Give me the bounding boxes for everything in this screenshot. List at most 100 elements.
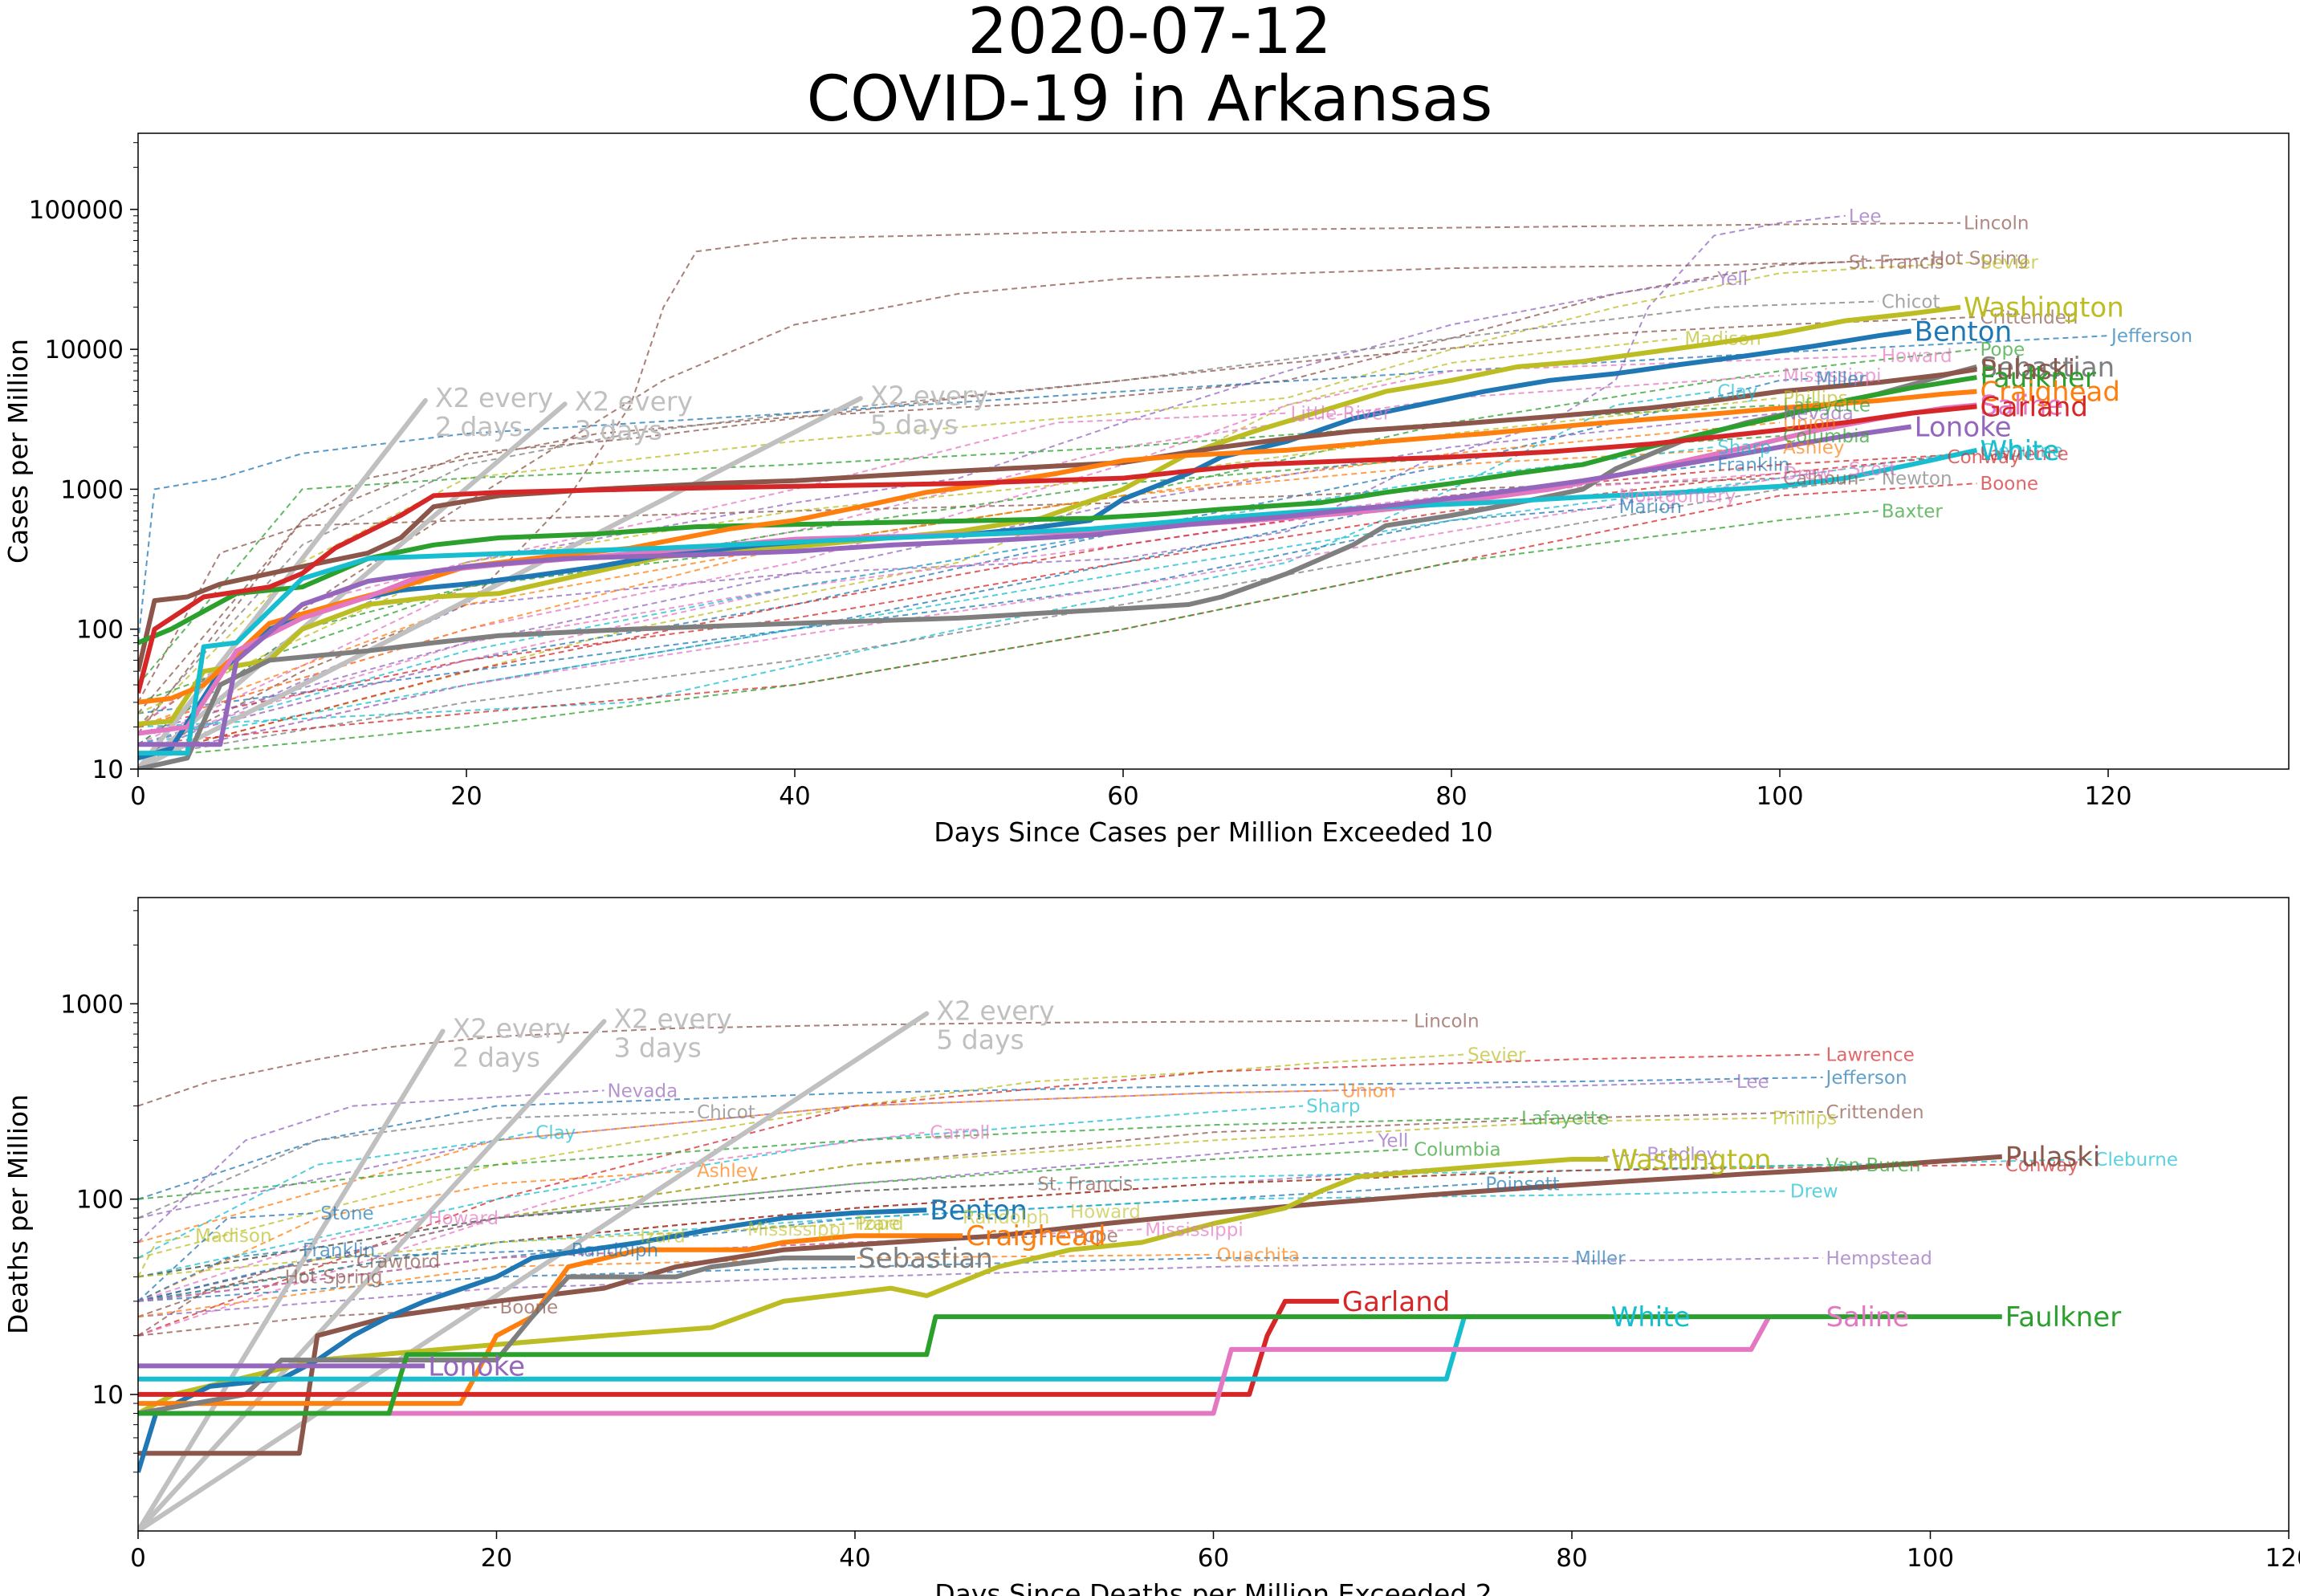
cases-label-sevier: Sevier xyxy=(1980,252,2038,273)
cases-label-boone: Boone xyxy=(1980,474,2038,495)
cases-label-hot-spring: Hot Spring xyxy=(1931,248,2029,269)
deaths-series-izard xyxy=(138,1223,856,1278)
deaths-series-drew xyxy=(138,1190,1787,1302)
deaths-doubling-line-3d xyxy=(138,1019,607,1531)
deaths-label-crittenden: Crittenden xyxy=(1826,1102,1924,1123)
cases-label-phillips: Phillips xyxy=(1783,389,1848,409)
deaths-label-pope: Pope xyxy=(1073,1226,1118,1247)
cases-series-saline xyxy=(138,402,1977,736)
cases-ytick-label: 100 xyxy=(76,616,124,645)
deaths-doubling-line-2d xyxy=(138,1028,446,1531)
deaths-series-ashley xyxy=(138,1170,694,1302)
deaths-label-lonoke: Lonoke xyxy=(428,1350,525,1382)
deaths-label-bradley: Bradley xyxy=(1647,1145,1717,1166)
cases-series-lawrence xyxy=(138,452,1977,759)
cases-series-baxter xyxy=(138,510,1879,759)
chart-title-date: 2020-07-12 xyxy=(967,0,1331,68)
deaths-label-madison: Madison xyxy=(195,1226,272,1247)
cases-label-white: White xyxy=(1980,435,2059,467)
deaths-label-lafayette: Lafayette xyxy=(1521,1109,1609,1130)
deaths-label-white: White xyxy=(1611,1301,1691,1333)
deaths-xtick-label: 80 xyxy=(1556,1544,1587,1573)
deaths-label-boone: Boone xyxy=(500,1297,559,1318)
cases-xtick-label: 40 xyxy=(779,782,810,811)
cases-series-mississippi xyxy=(138,374,1781,746)
cases-label-franklin: Franklin xyxy=(1717,455,1789,476)
deaths-series-crawford xyxy=(138,1260,353,1318)
cases-series-newton xyxy=(138,477,1879,759)
deaths-label-hot-spring: Hot Spring xyxy=(285,1267,383,1288)
cases-label-chicot: Chicot xyxy=(1882,291,1940,312)
cases-label-miller: Miller xyxy=(1816,368,1866,389)
cases-label-sharp: Sharp xyxy=(1717,438,1771,458)
deaths-doubling-label-2d-line2: 2 days xyxy=(453,1041,540,1073)
deaths-label-benton: Benton xyxy=(930,1195,1027,1227)
cases-doubling-label-2d-line1: X2 every xyxy=(435,382,553,413)
deaths-series-lee xyxy=(138,1081,1733,1219)
deaths-doubling-label-2d-line1: X2 every xyxy=(453,1012,571,1044)
deaths-label-poinsett: Poinsett xyxy=(1485,1174,1559,1195)
deaths-series-st-francis xyxy=(138,1183,1035,1278)
cases-label-saline: Saline xyxy=(1980,389,2063,421)
deaths-series-howard xyxy=(138,1217,425,1302)
deaths-label-ashley: Ashley xyxy=(697,1161,758,1182)
deaths-label-craighead: Craighead xyxy=(966,1220,1105,1252)
cases-label-union: Union xyxy=(1783,413,1836,434)
deaths-xtick-label: 0 xyxy=(130,1544,146,1573)
deaths-label-yell: Yell xyxy=(1377,1130,1408,1151)
cases-xtick-label: 20 xyxy=(450,782,482,811)
deaths-label-chicot: Chicot xyxy=(697,1102,755,1123)
cases-label-cleburne: Cleburne xyxy=(1980,441,2063,462)
deaths-x-axis-label: Days Since Deaths per Million Exceeded 2 xyxy=(934,1578,1492,1596)
cases-label-scott: Scott xyxy=(1849,459,1896,480)
cases-ytick-label: 1000 xyxy=(60,475,124,504)
deaths-y-axis-label: Deaths per Million xyxy=(2,1094,34,1334)
cases-series-white xyxy=(138,447,1978,756)
deaths-label-howard: Howard xyxy=(428,1208,499,1229)
deaths-label-lawrence: Lawrence xyxy=(1826,1045,1915,1066)
deaths-label-van-buren: Van Buren xyxy=(1826,1155,1921,1176)
deaths-doubling-line-5d xyxy=(138,1011,930,1531)
deaths-label-randolph: Randolph xyxy=(963,1207,1049,1228)
cases-axes-frame xyxy=(137,132,2290,770)
cases-label-nevada: Nevada xyxy=(1783,404,1854,425)
deaths-ytick-label: 100 xyxy=(76,1186,124,1215)
deaths-label-izard: Izard xyxy=(640,1227,686,1248)
deaths-series-faulkner xyxy=(138,1314,2002,1416)
cases-label-baxter: Baxter xyxy=(1882,501,1944,522)
deaths-label-saline: Saline xyxy=(1826,1301,1910,1333)
deaths-series-madison xyxy=(138,1235,193,1277)
cases-label-sebastian: Sebastian xyxy=(1980,352,2115,384)
deaths-series-franklin xyxy=(138,1248,300,1302)
deaths-label-mississippi: Mississippi xyxy=(747,1219,846,1240)
deaths-series-phillips xyxy=(138,1117,1769,1302)
deaths-label-sebastian: Sebastian xyxy=(858,1243,993,1275)
deaths-label-randolph: Randolph xyxy=(572,1240,658,1261)
cases-series-jefferson xyxy=(138,335,2109,643)
deaths-label-pulaski: Pulaski xyxy=(2005,1142,2101,1174)
deaths-series-nevada xyxy=(138,1089,605,1244)
deaths-label-carroll: Carroll xyxy=(930,1122,990,1143)
cases-xtick-label: 80 xyxy=(1435,782,1467,811)
deaths-series-lawrence xyxy=(138,1053,1823,1337)
deaths-series-clay xyxy=(138,1131,533,1259)
deaths-series-lincoln xyxy=(138,1020,1411,1107)
deaths-label-garland: Garland xyxy=(1342,1286,1451,1318)
cases-xtick-label: 60 xyxy=(1107,782,1138,811)
deaths-doubling-label-5d-line2: 5 days xyxy=(936,1024,1024,1056)
deaths-label-hempstead: Hempstead xyxy=(1826,1248,1932,1269)
cases-series-garland xyxy=(138,404,1977,694)
deaths-label-izard: Izard xyxy=(858,1214,904,1235)
cases-label-benton: Benton xyxy=(1915,316,2012,348)
deaths-label-pope: Pope xyxy=(855,1213,900,1234)
deaths-series-craighead xyxy=(138,1233,963,1407)
deaths-label-miller: Miller xyxy=(1575,1248,1626,1269)
deaths-doubling-label-3d-line1: X2 every xyxy=(613,1003,731,1034)
deaths-label-lincoln: Lincoln xyxy=(1414,1011,1479,1032)
deaths-series-randolph xyxy=(138,1248,568,1302)
deaths-label-stone: Stone xyxy=(320,1203,373,1224)
chart-title-main: COVID-19 in Arkansas xyxy=(807,63,1493,136)
deaths-label-jefferson: Jefferson xyxy=(1825,1068,1907,1089)
cases-xtick-label: 100 xyxy=(1756,782,1803,811)
cases-label-howard: Howard xyxy=(1882,346,1952,367)
